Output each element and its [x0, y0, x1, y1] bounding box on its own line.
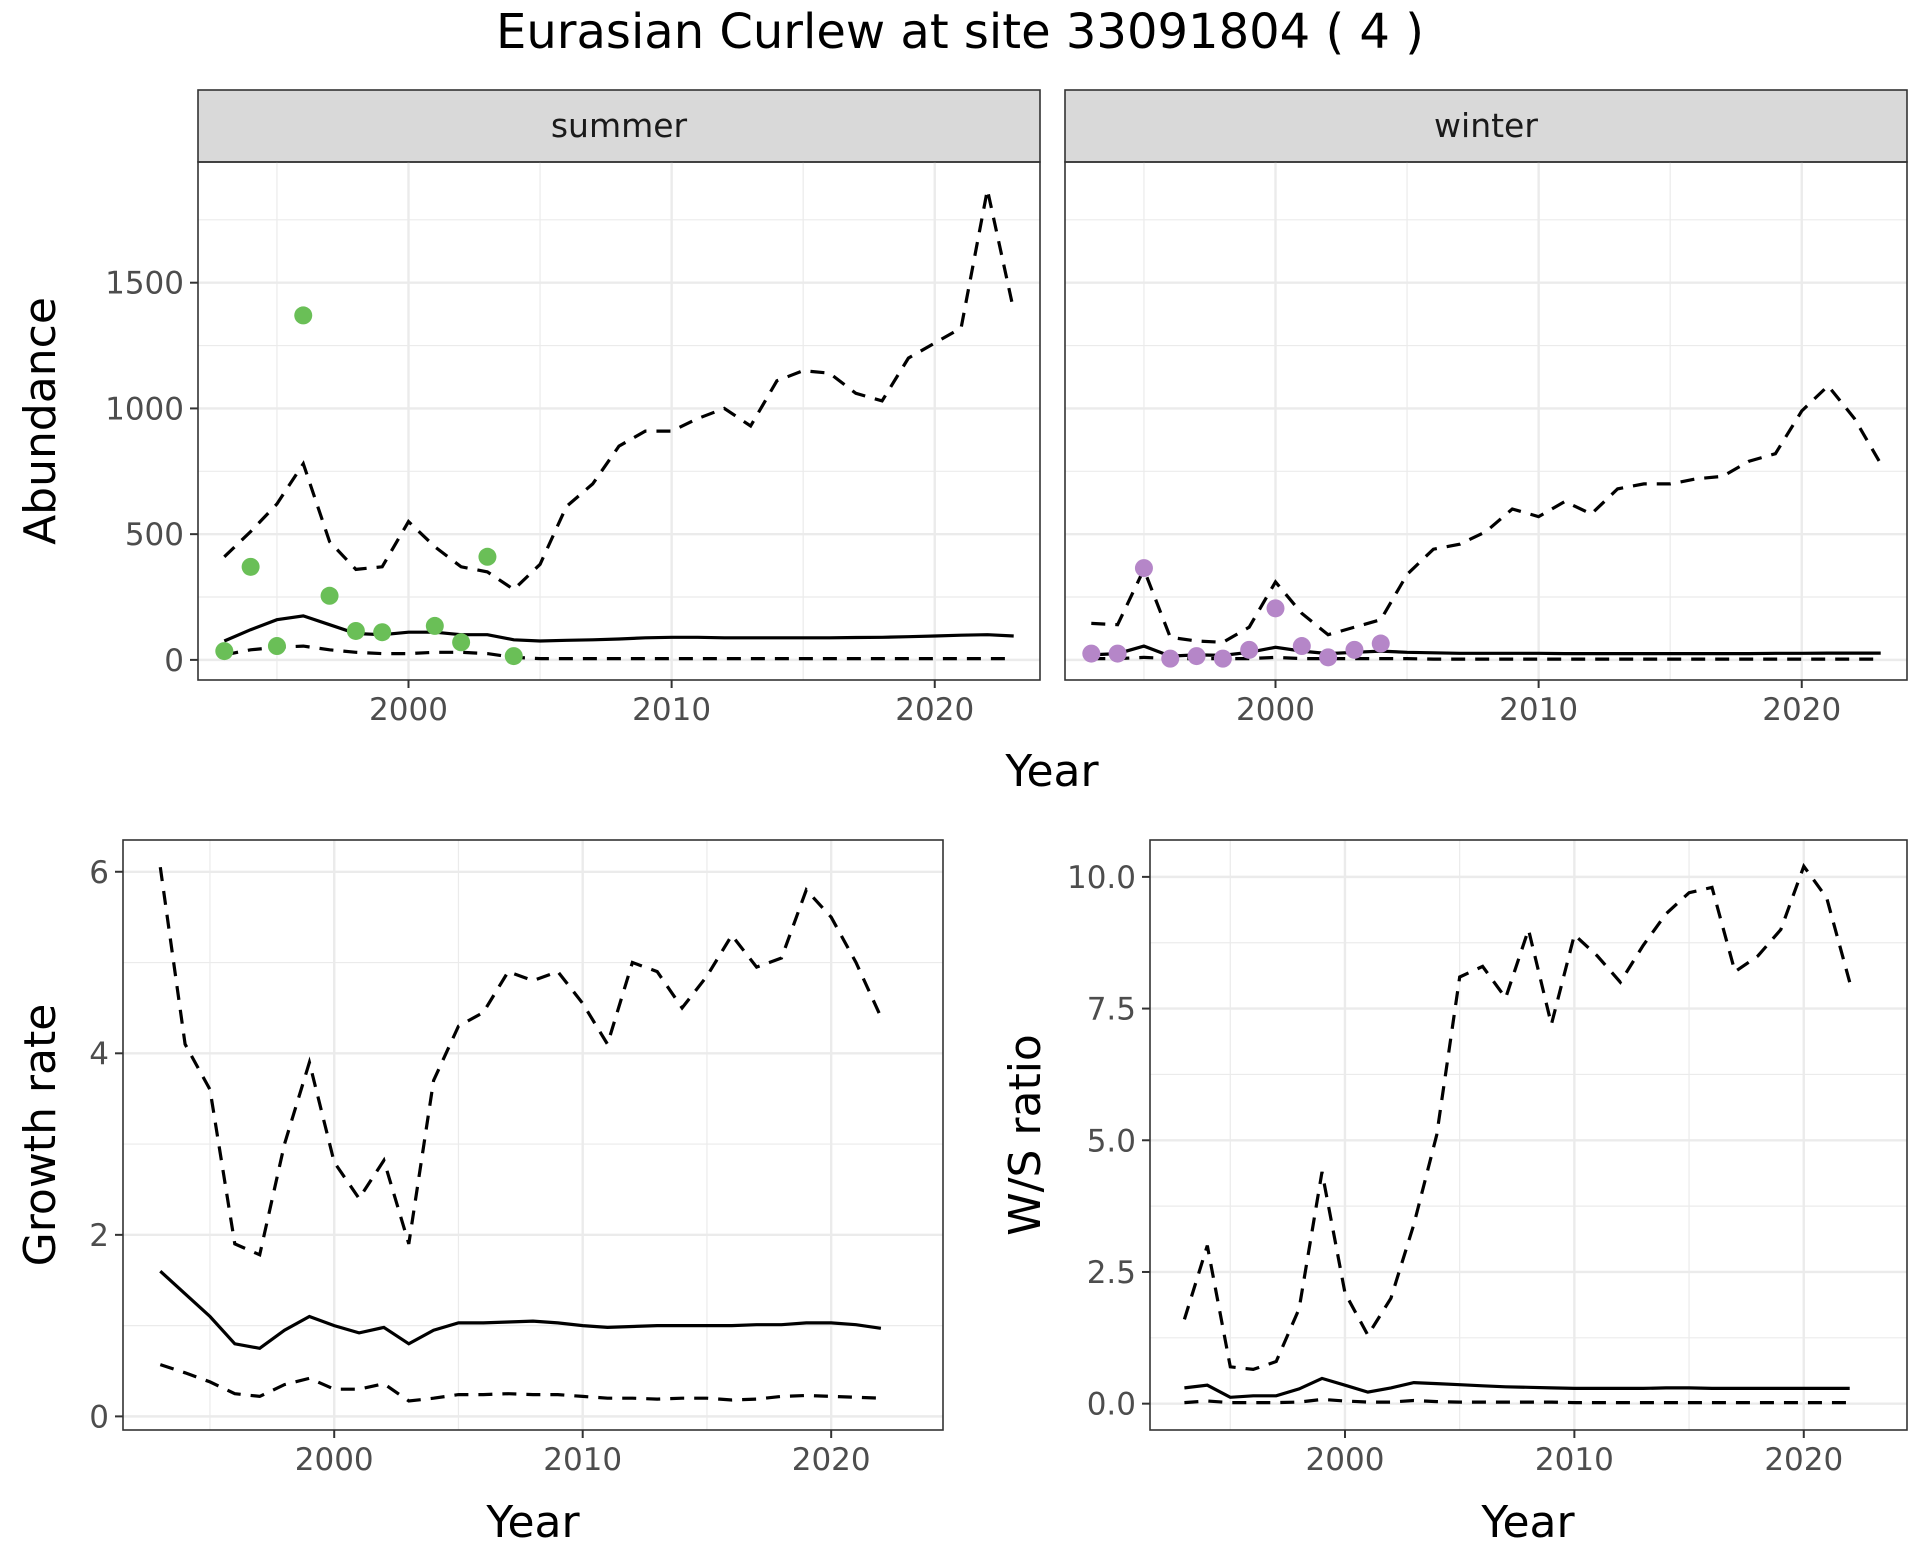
x-axis-title: Year [1004, 746, 1099, 797]
x-axis-title: Year [1480, 1497, 1575, 1548]
data-point [1082, 644, 1101, 663]
data-point [215, 642, 234, 661]
x-tick-label: 2020 [1762, 692, 1841, 728]
data-point [1292, 637, 1311, 656]
series-line-upper [1182, 862, 1852, 1372]
x-tick-label: 2020 [1764, 1442, 1843, 1478]
data-point [373, 623, 392, 642]
chart-panel-winter: winter 2000 2010 2020 [1064, 89, 1908, 728]
y-tick-label: 1000 [105, 391, 184, 427]
x-tick-label: 2010 [632, 692, 711, 728]
data-point [1371, 634, 1390, 653]
x-tick-label: 2020 [895, 692, 974, 728]
series-line-upper [1091, 383, 1883, 644]
x-tick-label: 2000 [295, 1442, 374, 1478]
data-point [1319, 648, 1338, 667]
data-point [452, 633, 471, 652]
y-tick-label: 2.5 [1087, 1255, 1136, 1291]
x-tick-label: 2010 [1535, 1442, 1614, 1478]
facet-strip [1064, 89, 1908, 163]
data-point [1134, 559, 1153, 578]
y-tick-label: 6 [89, 855, 109, 891]
x-tick-label: 2010 [543, 1442, 622, 1478]
y-tick-label: 5.0 [1087, 1123, 1136, 1159]
series-line-estimate [1091, 644, 1881, 658]
data-point [1266, 599, 1285, 618]
panel-border [1064, 161, 1908, 681]
data-point [504, 647, 523, 666]
x-tick-label: 2010 [1499, 692, 1578, 728]
series-line-upper [223, 189, 1016, 592]
y-tick-label: 4 [89, 1036, 109, 1072]
data-point [241, 557, 260, 576]
data-point [478, 547, 497, 566]
data-point [1240, 640, 1259, 659]
data-point [1108, 644, 1127, 663]
x-tick-label: 2000 [1306, 1442, 1385, 1478]
chart-panel-summer: summer 2000 2010 2020 0 500 1000 1500 [105, 89, 1041, 728]
chart-panel-panel-3: 2000 2010 2020 0.0 2.5 5.0 7.5 10.0 [1067, 839, 1908, 1478]
series-line-upper [158, 866, 883, 1258]
y-tick-label: 7.5 [1087, 992, 1136, 1028]
y-tick-label: 2 [89, 1218, 109, 1254]
data-point [320, 586, 339, 605]
data-point [1161, 649, 1180, 668]
series-line-lower [1184, 1397, 1850, 1405]
y-tick-label: 10.0 [1067, 860, 1136, 896]
panel-border [1149, 839, 1908, 1431]
chart-title: Eurasian Curlew at site 33091804 ( 4 ) [496, 4, 1424, 60]
x-tick-label: 2020 [792, 1442, 871, 1478]
series-line-estimate [223, 614, 1014, 643]
y-tick-label: 1500 [105, 266, 184, 302]
x-axis-title: Year [485, 1497, 580, 1548]
data-point [346, 621, 365, 640]
y-axis-title: Abundance [15, 297, 66, 545]
panel-border [197, 161, 1041, 681]
series-line-estimate [1184, 1376, 1850, 1399]
series-line-estimate [159, 1270, 882, 1350]
facet-label: summer [551, 106, 688, 145]
y-axis-title: Growth rate [15, 1004, 66, 1267]
data-point [1345, 640, 1364, 659]
y-tick-label: 0 [89, 1399, 109, 1435]
y-tick-label: 0 [164, 643, 184, 679]
series-line-lower [159, 1363, 881, 1403]
y-axis-title: W/S ratio [1000, 1034, 1051, 1236]
data-point [267, 637, 286, 656]
x-tick-label: 2000 [1236, 692, 1315, 728]
chart-panel-panel-2: 2000 2010 2020 0 2 4 6 [89, 839, 944, 1478]
y-tick-label: 500 [125, 517, 184, 553]
data-point [1187, 647, 1206, 666]
series-line-lower [223, 644, 1014, 661]
x-tick-label: 2000 [369, 692, 448, 728]
facet-strip [197, 89, 1041, 163]
data-point [1213, 649, 1232, 668]
y-tick-label: 0.0 [1087, 1387, 1136, 1423]
panel-border [122, 839, 944, 1431]
data-point [294, 306, 313, 325]
data-point [425, 616, 444, 635]
facet-label: winter [1434, 106, 1538, 145]
